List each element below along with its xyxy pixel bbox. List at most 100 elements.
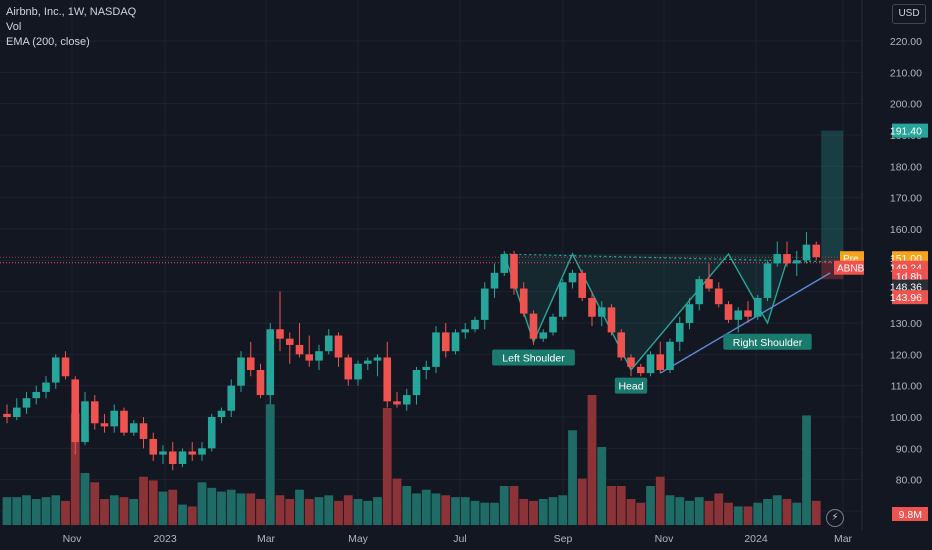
volume-bar	[373, 497, 382, 525]
candle-body	[266, 329, 275, 396]
candle-body	[61, 357, 70, 377]
candle-body	[188, 451, 197, 455]
price-label-prefix: ABNB	[837, 264, 865, 275]
candle-body	[363, 360, 372, 364]
candle-body	[412, 370, 421, 396]
candle-body	[451, 332, 460, 352]
volume-bar	[41, 497, 51, 525]
volume-bar	[256, 499, 265, 525]
volume-bar	[119, 497, 129, 525]
volume-bar	[61, 500, 70, 525]
volume-bar	[158, 491, 168, 525]
candle-body	[334, 335, 343, 358]
price-tick-label: 110.00	[891, 381, 922, 393]
volume-bar	[538, 499, 548, 525]
price-tick-label: 210.00	[890, 67, 922, 79]
candle-body	[198, 448, 206, 455]
candle-body	[763, 263, 772, 298]
legend-ema[interactable]: EMA (200, close)	[6, 36, 90, 48]
volume-bar	[792, 502, 802, 525]
candle-body	[461, 329, 470, 333]
volume-bar	[2, 497, 12, 525]
time-axis: Nov 2023 Mar May Jul Sep Nov 2024 Mar	[63, 533, 853, 545]
volume-bar	[226, 489, 236, 525]
candle-body	[607, 307, 616, 333]
candle-body	[480, 288, 489, 320]
volume-bar	[304, 499, 314, 525]
candle-body	[100, 423, 109, 427]
volume-bar	[441, 495, 451, 525]
volume-bar	[460, 497, 470, 525]
currency-button[interactable]: USD	[892, 4, 926, 24]
price-tick-label: 200.00	[890, 99, 922, 111]
volume-bar	[22, 495, 31, 525]
candle-body	[597, 307, 606, 317]
price-tick-label: 120.00	[890, 349, 922, 361]
candle-body	[3, 413, 11, 417]
volume-bar	[421, 489, 431, 525]
volume-bar	[197, 482, 207, 525]
lightning-icon[interactable]: ⚡	[826, 509, 844, 527]
candle-body	[510, 254, 518, 289]
volume-bar	[314, 497, 324, 525]
candle-body	[139, 423, 148, 439]
volume-bar	[363, 500, 373, 525]
candle-body	[549, 316, 557, 333]
candle-series	[3, 232, 821, 471]
candle-body	[685, 304, 694, 323]
candle-body	[90, 401, 99, 424]
candle-body	[744, 310, 752, 317]
volume-bar	[187, 506, 197, 525]
price-label-prefix: Pre	[843, 254, 859, 265]
price-label-box	[892, 507, 928, 521]
price-label-prefix-box	[834, 260, 864, 275]
volume-bar	[431, 493, 441, 525]
volume-bar	[714, 493, 724, 525]
volume-bar	[568, 430, 577, 525]
volume-bar	[90, 482, 100, 525]
volume-bar	[295, 489, 304, 525]
candle-body	[129, 423, 138, 433]
candle-body	[617, 332, 626, 358]
candle-body	[149, 438, 158, 455]
time-tick-label: Nov	[63, 533, 82, 545]
candle-body	[32, 391, 41, 399]
price-label-box	[892, 123, 928, 138]
volume-bar	[743, 506, 753, 525]
price-tick-label: 130.00	[890, 318, 922, 330]
candle-body	[753, 297, 762, 317]
time-tick-label: Sep	[554, 533, 573, 545]
candle-body	[315, 351, 323, 361]
candle-body	[207, 417, 216, 449]
candle-body	[354, 363, 362, 380]
legend-volume[interactable]: Vol	[6, 21, 22, 33]
annotation-label: Right Shoulder	[733, 337, 803, 349]
annotation-box	[492, 349, 575, 366]
annotation-box	[614, 377, 648, 394]
candle-body	[490, 272, 499, 289]
candle-body	[792, 260, 801, 264]
legend-title[interactable]: Airbnb, Inc., 1W, NASDAQ	[6, 6, 137, 18]
candle-body	[422, 366, 431, 370]
price-label-text: 9.8M	[899, 509, 922, 521]
candle-body	[110, 410, 119, 427]
volume-bar	[685, 500, 694, 525]
price-tick-label: 180.00	[890, 161, 922, 173]
candle-body	[159, 451, 167, 455]
volume-bar	[529, 500, 538, 525]
price-tick-label: 220.00	[890, 36, 922, 48]
price-tick-label: 80.00	[896, 475, 922, 487]
volume-bar	[168, 489, 178, 525]
candle-body	[568, 272, 577, 283]
time-tick-label: Mar	[834, 533, 853, 545]
price-label: 9.8M	[892, 507, 928, 521]
volume-series	[2, 395, 821, 525]
volume-bar	[509, 486, 519, 525]
volume-bar	[275, 495, 285, 525]
volume-bar	[548, 497, 558, 525]
volume-bar	[490, 502, 499, 525]
volume-bar	[100, 499, 109, 525]
candle-body	[51, 357, 60, 383]
